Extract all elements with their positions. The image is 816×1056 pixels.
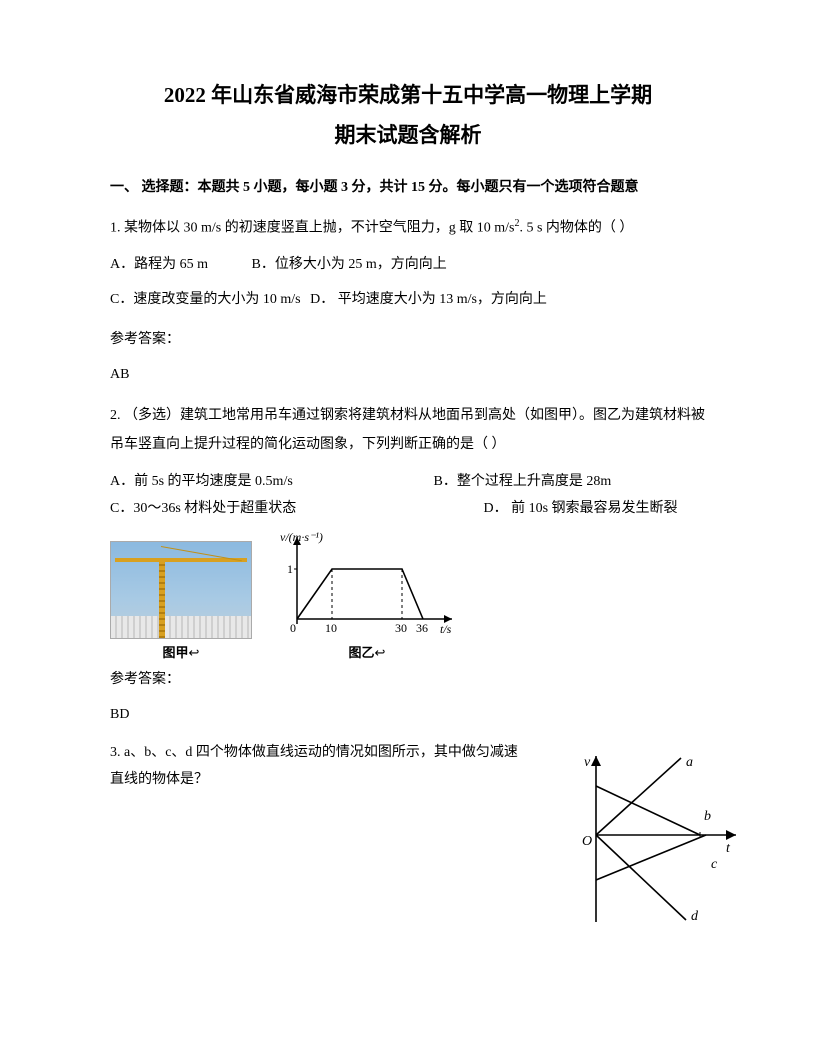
q2-xlabel: t/s bbox=[440, 622, 452, 636]
q2-fig2-label: 图乙↩ bbox=[272, 641, 462, 666]
q2-ylabel: v/(m·s⁻¹) bbox=[280, 530, 323, 544]
q2-option-d: D． 前 10s 钢索最容易发生断裂 bbox=[484, 501, 678, 516]
q2-ytick-1: 1 bbox=[287, 562, 293, 576]
q2-option-c: C．30～36s 材料处于超重状态 bbox=[110, 496, 480, 523]
question-1: 1. 某物体以 30 m/s 的初速度竖直上抛，不计空气阻力，g 取 10 m/… bbox=[110, 214, 706, 242]
q1-stem-post: . 5 s 内物体的（ ） bbox=[519, 221, 633, 236]
section-1-heading: 一、 选择题：本题共 5 小题，每小题 3 分，共计 15 分。每小题只有一个选… bbox=[110, 175, 706, 202]
q2-answer: BD bbox=[110, 702, 706, 729]
crane-image bbox=[110, 541, 252, 639]
q1-option-a: A．路程为 65 m bbox=[110, 252, 208, 279]
q1-option-b: B．位移大小为 25 m，方向向上 bbox=[252, 252, 447, 279]
q2-options-row2: C．30～36s 材料处于超重状态 D． 前 10s 钢索最容易发生断裂 bbox=[110, 496, 706, 523]
q2-origin: 0 bbox=[290, 621, 296, 635]
q1-stem-pre: 1. 某物体以 30 m/s 的初速度竖直上抛，不计空气阻力，g 取 10 m/… bbox=[110, 221, 514, 236]
q1-answer-label: 参考答案： bbox=[110, 327, 706, 354]
q2-vt-graph: 1 10 30 36 0 v/(m·s⁻¹) t/s bbox=[272, 529, 462, 639]
q2-fig1-label: 图甲↩ bbox=[110, 641, 252, 666]
q2-figures: 图甲↩ 1 10 30 36 0 v/(m·s⁻¹) t/s 图乙↩ bbox=[110, 529, 706, 666]
q3-label-c: c bbox=[711, 857, 718, 872]
q3-vt-graph: O v t a b c d bbox=[566, 750, 746, 930]
q3-ylabel: v bbox=[584, 755, 591, 770]
q3-label-d: d bbox=[691, 909, 699, 924]
q1-options-row1: A．路程为 65 m B．位移大小为 25 m，方向向上 bbox=[110, 252, 706, 279]
q3-xlabel: t bbox=[726, 841, 731, 856]
doc-title-line2: 期末试题含解析 bbox=[110, 116, 706, 156]
q2-option-a: A．前 5s 的平均速度是 0.5m/s bbox=[110, 469, 430, 496]
doc-title-line1: 2022 年山东省威海市荣成第十五中学高一物理上学期 bbox=[110, 80, 706, 112]
q2-figure-1: 图甲↩ bbox=[110, 541, 252, 666]
q2-option-b: B．整个过程上升高度是 28m bbox=[434, 474, 612, 489]
q2-options-row1: A．前 5s 的平均速度是 0.5m/s B．整个过程上升高度是 28m bbox=[110, 469, 706, 496]
question-3: 3. a、b、c、d 四个物体做直线运动的情况如图所示，其中做匀减速直线的物体是… bbox=[110, 740, 706, 793]
q2-xtick-30: 30 bbox=[395, 621, 407, 635]
q3-label-b: b bbox=[704, 809, 711, 824]
question-2-stem: 2. （多选）建筑工地常用吊车通过钢索将建筑材料从地面吊到高处（如图甲）。图乙为… bbox=[110, 401, 706, 460]
q3-label-a: a bbox=[686, 755, 693, 770]
q3-origin: O bbox=[582, 834, 592, 849]
q2-xtick-36: 36 bbox=[416, 621, 428, 635]
q1-option-c: C．速度改变量的大小为 10 m/s bbox=[110, 287, 301, 314]
q2-answer-label: 参考答案： bbox=[110, 667, 706, 694]
q1-options-row2: C．速度改变量的大小为 10 m/s D． 平均速度大小为 13 m/s，方向向… bbox=[110, 287, 706, 314]
q1-option-d: D． 平均速度大小为 13 m/s，方向向上 bbox=[310, 287, 547, 314]
q3-stem: 3. a、b、c、d 四个物体做直线运动的情况如图所示，其中做匀减速直线的物体是… bbox=[110, 740, 530, 793]
q2-xtick-10: 10 bbox=[325, 621, 337, 635]
q1-answer: AB bbox=[110, 362, 706, 389]
q2-figure-2: 1 10 30 36 0 v/(m·s⁻¹) t/s 图乙↩ bbox=[272, 529, 462, 666]
